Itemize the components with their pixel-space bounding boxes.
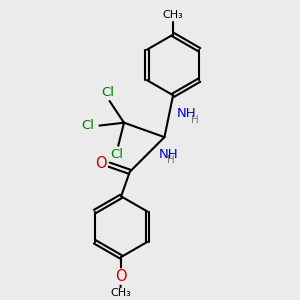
- Text: O: O: [115, 269, 127, 284]
- Text: NH: NH: [159, 148, 178, 161]
- Text: Cl: Cl: [81, 119, 94, 132]
- Text: Cl: Cl: [102, 86, 115, 99]
- Text: CH₃: CH₃: [163, 10, 184, 20]
- Text: NH: NH: [176, 107, 196, 120]
- Text: Cl: Cl: [110, 148, 123, 161]
- Text: H: H: [167, 155, 175, 165]
- Text: H: H: [191, 115, 199, 125]
- Text: CH₃: CH₃: [111, 288, 131, 298]
- Text: O: O: [95, 156, 107, 171]
